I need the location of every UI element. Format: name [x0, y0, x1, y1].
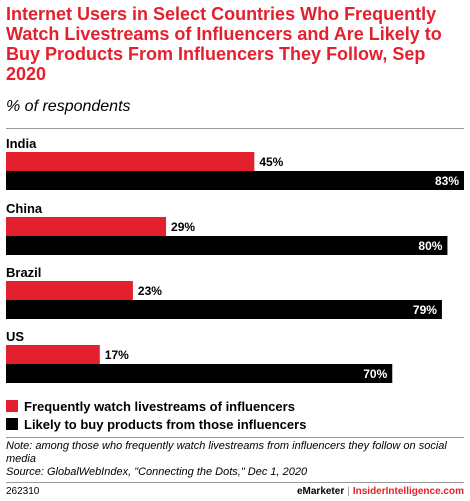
brand-separator: | [347, 486, 350, 497]
data-label-s0-0: 45% [259, 155, 283, 169]
data-label-s1-0: 83% [435, 174, 459, 188]
bar-s0-3 [6, 345, 100, 364]
notes: Note: among those who frequently watch l… [6, 440, 464, 479]
data-label-s1-2: 79% [413, 303, 437, 317]
bar-s1-0 [6, 171, 464, 190]
footer-divider [6, 482, 464, 483]
chart-subtitle: % of respondents [6, 98, 131, 115]
category-label-2: Brazil [6, 265, 41, 280]
bar-s1-3 [6, 364, 393, 383]
note-text: Note: among those who frequently watch l… [6, 440, 447, 465]
chart-id: 262310 [6, 486, 40, 497]
brand: eMarketer | InsiderIntelligence.com [297, 486, 464, 497]
legend-swatch-0 [6, 400, 18, 412]
legend-swatch-1 [6, 418, 18, 430]
category-label-3: US [6, 329, 24, 344]
legend-label-0: Frequently watch livestreams of influenc… [24, 398, 295, 414]
category-label-0: India [6, 136, 37, 151]
chart-title: Internet Users in Select Countries Who F… [6, 4, 442, 84]
category-label-1: China [6, 201, 43, 216]
legend-item-0: Frequently watch livestreams of influenc… [6, 397, 306, 415]
brand-insider-intelligence: InsiderIntelligence.com [352, 486, 464, 497]
data-label-s0-3: 17% [105, 348, 129, 362]
bar-s1-2 [6, 300, 442, 319]
bar-s0-0 [6, 152, 255, 171]
brand-emarketer: eMarketer [296, 486, 345, 497]
data-label-s0-2: 23% [138, 284, 162, 298]
bar-s1-1 [6, 236, 448, 255]
footer: 262310 eMarketer | InsiderIntelligence.com [6, 486, 464, 497]
legend: Frequently watch livestreams of influenc… [6, 397, 306, 433]
top-divider [6, 128, 464, 129]
bar-chart: India 45% 83% China 29% 80% Brazil 23% 79% US 17% 7… [6, 136, 464, 383]
bar-s0-1 [6, 217, 167, 236]
notes-divider [6, 437, 464, 438]
source-text: Source: GlobalWebIndex, "Connecting the … [6, 466, 308, 478]
data-label-s1-1: 80% [418, 239, 442, 253]
legend-label-1: Likely to buy products from those influe… [24, 416, 307, 432]
legend-item-1: Likely to buy products from those influe… [6, 415, 306, 433]
data-label-s0-1: 29% [171, 220, 195, 234]
bar-s0-2 [6, 281, 133, 300]
data-label-s1-3: 70% [363, 367, 387, 381]
